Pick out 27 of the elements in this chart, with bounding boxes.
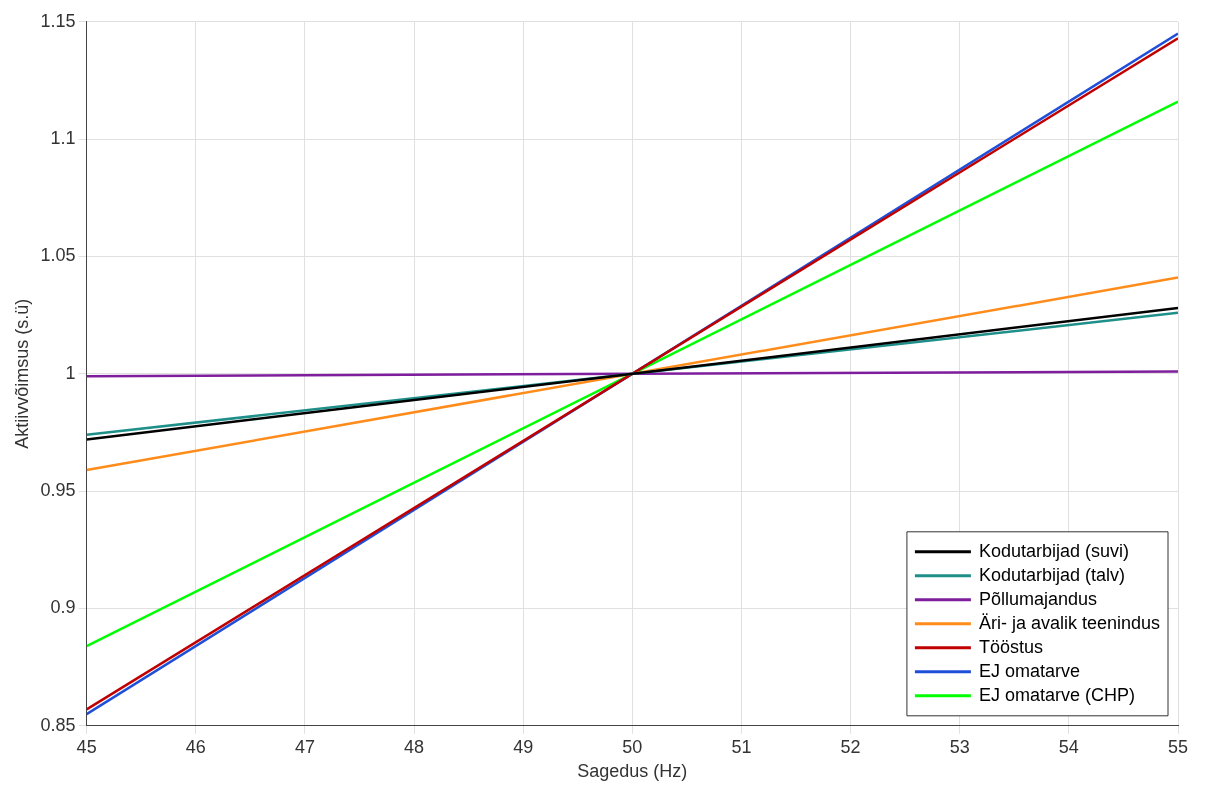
y-tick-label: 1 xyxy=(65,362,76,383)
y-tick-label: 1.05 xyxy=(40,245,76,266)
x-tick-label: 50 xyxy=(622,736,643,757)
y-tick-label: 0.85 xyxy=(40,714,76,735)
x-tick-label: 46 xyxy=(185,736,206,757)
y-axis-title: Aktiivvõimsus (s.ü) xyxy=(11,298,32,449)
y-tick-label: 0.9 xyxy=(50,597,76,618)
x-tick-label: 48 xyxy=(404,736,425,757)
legend-label: Kodutarbijad (talv) xyxy=(978,564,1125,585)
y-tick-label: 1.1 xyxy=(50,128,76,149)
x-tick-label: 45 xyxy=(76,736,97,757)
legend-label: EJ omatarve xyxy=(978,660,1080,681)
x-tick-label: 54 xyxy=(1058,736,1079,757)
x-tick-label: 55 xyxy=(1167,736,1189,757)
x-tick-label: 53 xyxy=(949,736,970,757)
legend-label: EJ omatarve (CHP) xyxy=(978,684,1135,705)
legend-label: Äri- ja avalik teenindus xyxy=(978,612,1160,633)
x-tick-label: 51 xyxy=(731,736,752,757)
x-axis-title: Sagedus (Hz) xyxy=(577,761,688,782)
legend-label: Kodutarbijad (suvi) xyxy=(978,540,1129,561)
x-tick-label: 52 xyxy=(840,736,861,757)
y-tick-label: 1.15 xyxy=(40,10,76,31)
y-tick-label: 0.95 xyxy=(40,480,76,501)
x-tick-label: 47 xyxy=(294,736,315,757)
legend-label: Põllumajandus xyxy=(978,588,1097,609)
x-tick-label: 49 xyxy=(513,736,534,757)
legend-label: Tööstus xyxy=(978,636,1043,657)
